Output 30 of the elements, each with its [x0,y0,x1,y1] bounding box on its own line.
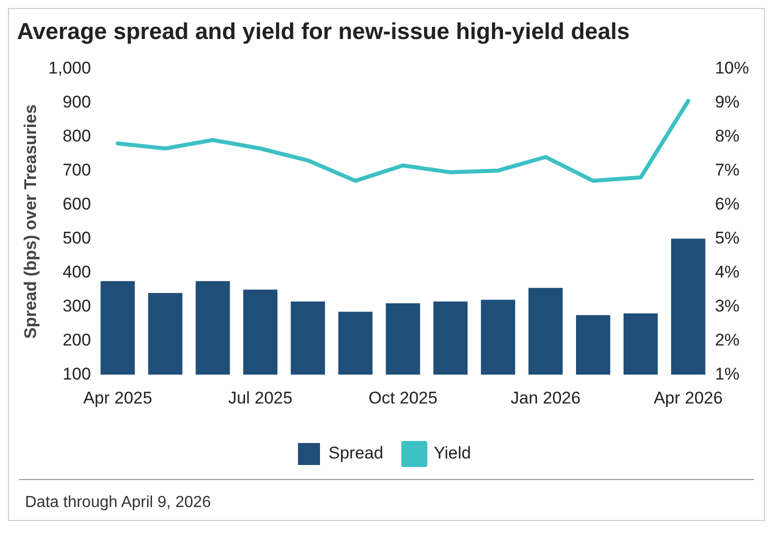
y-axis-title: Spread (bps) over Treasuries [20,104,40,339]
text: Data through April 9, 2026 [25,494,212,512]
y2-tick-label: 10% [714,58,750,78]
y-tick-label: 900 [62,92,91,112]
y2-tick-label: 5% [714,228,740,248]
x-tick-label: Jul 2025 [228,388,292,408]
y2-tick-label: 3% [714,296,740,316]
y2-tick-label: 6% [714,194,740,214]
y-tick-label: 500 [62,228,91,248]
x-tick-label: Apr 2026 [654,388,723,408]
y-tick-label: 1,000 [48,58,91,78]
y2-tick-label: 4% [714,262,740,282]
x-tick-label: Apr 2025 [83,388,152,408]
y-tick-label: 100 [62,364,91,384]
y-tick-label: 700 [62,160,91,180]
y-tick-label: 300 [62,296,91,316]
y2-tick-label: 2% [714,330,740,350]
y-tick-label: 600 [62,194,91,214]
y-tick-label: 400 [62,262,91,282]
legend-label: Yield [434,444,471,463]
legend-label: Spread [328,444,384,463]
chart-title: Average spread and yield for new-issue high-yield deals [17,18,630,44]
y2-tick-label: 7% [714,160,740,180]
y2-tick-label: 9% [714,92,740,112]
y-tick-label: 800 [62,126,91,146]
y2-tick-label: 1% [714,364,740,384]
x-tick-label: Jan 2026 [510,388,581,408]
y-tick-label: 200 [62,330,91,350]
x-tick-label: Oct 2025 [368,388,438,408]
y2-tick-label: 8% [714,126,740,146]
